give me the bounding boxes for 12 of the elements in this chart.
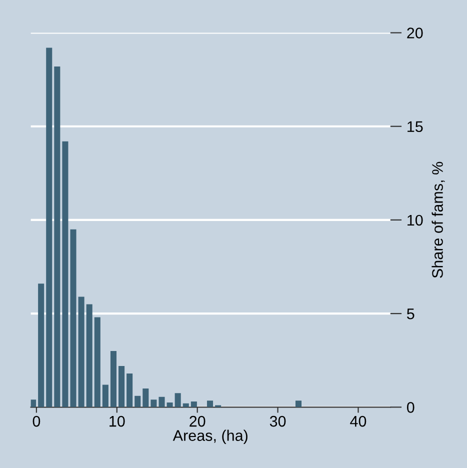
y-tick-label: 20 — [407, 28, 423, 38]
y-tick-label: 15 — [408, 121, 423, 132]
x-tick-label: 30 — [270, 416, 286, 427]
x-tick-label: 10 — [110, 416, 125, 427]
y-tick-label: 10 — [408, 214, 423, 226]
x-axis-title: Areas, (ha) — [172, 430, 248, 444]
y-tick-label: 5 — [406, 308, 414, 320]
x-tick-label: 40 — [350, 416, 366, 427]
y-axis-title: Share of fams, % — [432, 162, 445, 278]
y-tick-label: 0 — [406, 402, 414, 413]
x-tick-label: 0 — [32, 416, 40, 427]
x-tick-label: 20 — [190, 416, 206, 427]
